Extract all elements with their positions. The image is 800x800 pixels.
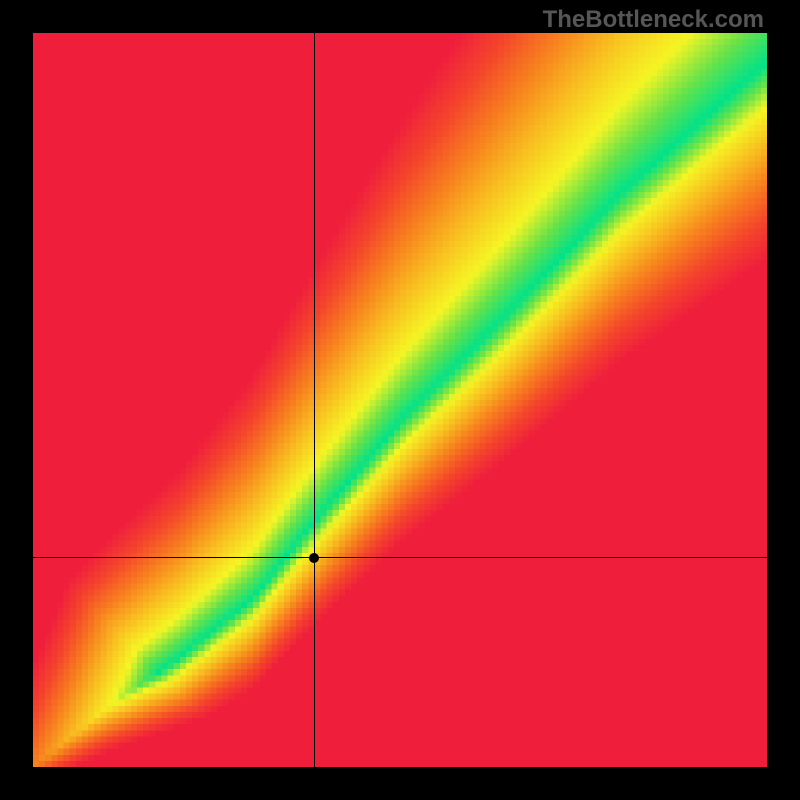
selection-marker <box>309 553 319 563</box>
watermark-text: TheBottleneck.com <box>543 6 764 34</box>
crosshair-horizontal <box>33 557 767 558</box>
bottleneck-heatmap <box>33 33 767 767</box>
crosshair-vertical <box>314 33 315 767</box>
